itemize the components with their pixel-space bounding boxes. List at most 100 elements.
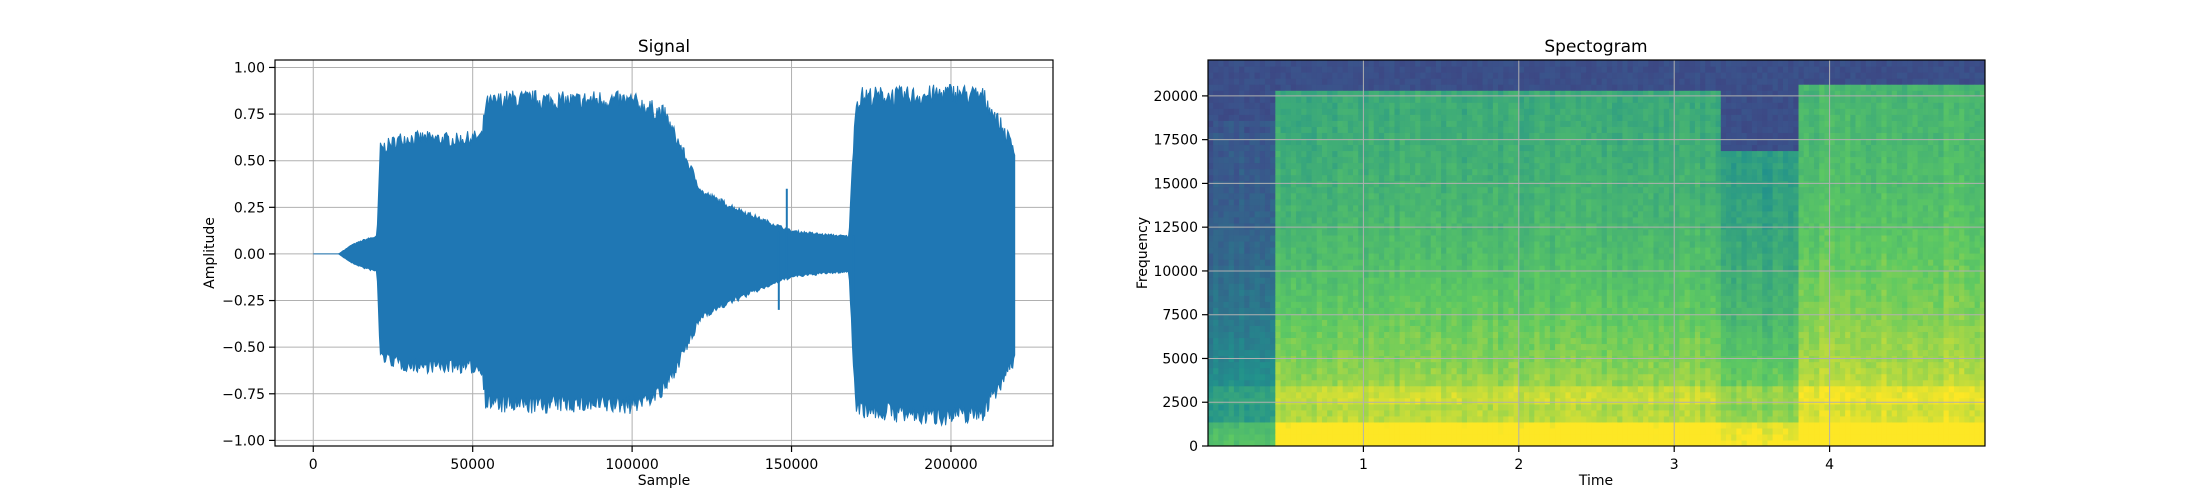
spectrogram-cell: [1472, 96, 1478, 103]
spectrogram-cell: [1260, 325, 1266, 332]
spectrogram-cell: [1389, 78, 1395, 85]
spectrogram-cell: [1477, 169, 1483, 176]
spectrogram-cell: [1338, 108, 1344, 115]
spectrogram-cell: [1353, 72, 1359, 79]
spectrogram-cell: [1369, 319, 1375, 326]
spectrogram-cell: [1555, 144, 1561, 151]
spectrogram-cell: [1420, 434, 1426, 441]
spectrogram-cell: [1322, 132, 1328, 139]
spectrogram-cell: [1534, 187, 1540, 194]
spectrogram-cell: [1384, 193, 1390, 200]
spectrogram-cell: [1208, 410, 1214, 417]
spectrogram-cell: [1379, 102, 1385, 109]
spectrogram-cell: [1229, 247, 1235, 254]
spectrogram-cell: [1457, 350, 1463, 357]
spectrogram-cell: [1255, 169, 1261, 176]
spectrogram-cell: [1597, 66, 1603, 73]
spectrogram-cell: [1270, 181, 1276, 188]
spectrogram-cell: [1441, 120, 1447, 127]
spectrogram-cell: [1586, 217, 1592, 224]
spectrogram-cell: [1426, 343, 1432, 350]
spectrogram-cell: [1234, 295, 1240, 302]
spectrogram-cell: [1591, 319, 1597, 326]
spectrogram-cell: [1446, 331, 1452, 338]
spectrogram-cell: [1591, 392, 1597, 399]
spectrogram-cell: [1379, 157, 1385, 164]
spectrogram-cell: [1472, 325, 1478, 332]
spectrogram-cell: [1218, 350, 1224, 357]
spectrogram-cell: [1446, 283, 1452, 290]
spectrogram-cell: [1286, 277, 1292, 284]
spectrogram-cell: [1291, 114, 1297, 121]
spectrogram-cell: [1208, 144, 1214, 151]
spectrogram-cell: [1550, 120, 1556, 127]
spectrogram-cell: [1462, 217, 1468, 224]
spectrogram-cell: [1529, 259, 1535, 266]
spectrogram-cell: [1540, 96, 1546, 103]
spectrogram-cell: [1239, 205, 1245, 212]
spectrogram-cell: [1519, 362, 1525, 369]
spectrogram-cell: [1431, 205, 1437, 212]
spectrogram-cell: [1312, 259, 1318, 266]
spectrogram-cell: [1586, 235, 1592, 242]
spectrogram-cell: [1426, 108, 1432, 115]
spectrogram-cell: [1239, 307, 1245, 314]
spectrogram-cell: [1291, 362, 1297, 369]
spectrogram-cell: [1389, 277, 1395, 284]
spectrogram-cell: [1446, 102, 1452, 109]
spectrogram-cell: [1534, 410, 1540, 417]
spectrogram-cell: [1581, 295, 1587, 302]
spectrogram-cell: [1597, 337, 1603, 344]
spectrogram-cell: [1296, 392, 1302, 399]
spectrogram-cell: [1224, 126, 1230, 133]
spectrogram-cell: [1234, 193, 1240, 200]
spectrogram-cell: [1249, 175, 1255, 182]
spectrogram-cell: [1540, 199, 1546, 206]
spectrogram-cell: [1560, 253, 1566, 260]
spectrogram-cell: [1420, 235, 1426, 242]
spectrogram-cell: [1379, 253, 1385, 260]
spectrogram-cell: [1540, 277, 1546, 284]
spectrogram-cell: [1244, 66, 1250, 73]
spectrogram-cell: [1446, 150, 1452, 157]
spectrogram-cell: [1312, 241, 1318, 248]
spectrogram-cell: [1581, 386, 1587, 393]
spectrogram-cell: [1234, 78, 1240, 85]
spectrogram-cell: [1410, 416, 1416, 423]
spectrogram-cell: [1265, 223, 1271, 230]
spectrogram-cell: [1602, 157, 1608, 164]
signal-y-tick-label: −0.25: [222, 294, 265, 310]
spectrogram-cell: [1493, 211, 1499, 218]
spectrogram-cell: [1379, 223, 1385, 230]
spectrogram-cell: [1384, 187, 1390, 194]
spectrogram-cell: [1446, 289, 1452, 296]
spectrogram-cell: [1239, 374, 1245, 381]
spectrogram-cell: [1415, 325, 1421, 332]
spectrogram-cell: [1312, 434, 1318, 441]
spectrogram-cell: [1301, 108, 1307, 115]
spectrogram-cell: [1488, 350, 1494, 357]
spectrogram-cell: [1560, 169, 1566, 176]
spectrogram-cell: [1363, 271, 1369, 278]
spectrogram-cell: [1581, 392, 1587, 399]
spectrogram-cell: [1327, 66, 1333, 73]
spectrogram-cell: [1296, 114, 1302, 121]
spectrogram-cell: [1565, 434, 1571, 441]
spectrogram-cell: [1477, 404, 1483, 411]
spectrogram-cell: [1576, 289, 1582, 296]
spectrogram-cell: [1208, 325, 1214, 332]
spectrogram-cell: [1560, 247, 1566, 254]
spectrogram-cell: [1591, 410, 1597, 417]
spectrogram-cell: [1555, 126, 1561, 133]
spectrogram-cell: [1322, 374, 1328, 381]
spectrogram-cell: [1586, 181, 1592, 188]
spectrogram-cell: [1405, 229, 1411, 236]
spectrogram-cell: [1586, 307, 1592, 314]
spectrogram-cell: [1301, 163, 1307, 170]
spectrogram-cell: [1400, 289, 1406, 296]
spectrogram-cell: [1239, 102, 1245, 109]
spectrogram-cell: [1327, 217, 1333, 224]
spectrogram-cell: [1275, 132, 1281, 139]
spectrogram-cell: [1436, 374, 1442, 381]
